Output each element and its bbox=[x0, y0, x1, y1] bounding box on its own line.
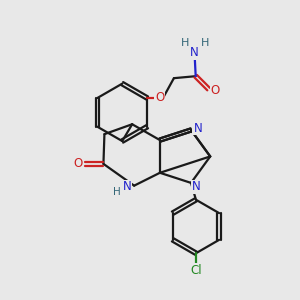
Text: N: N bbox=[193, 122, 201, 134]
Text: H: H bbox=[200, 38, 209, 49]
Text: H: H bbox=[181, 38, 189, 49]
Text: H: H bbox=[113, 187, 121, 196]
Text: O: O bbox=[155, 92, 164, 104]
Text: O: O bbox=[74, 158, 83, 170]
Text: N: N bbox=[123, 180, 132, 193]
Text: N: N bbox=[190, 46, 199, 59]
Text: Cl: Cl bbox=[190, 264, 202, 277]
Text: N: N bbox=[192, 180, 200, 194]
Text: N: N bbox=[194, 122, 202, 134]
Text: O: O bbox=[210, 84, 220, 97]
